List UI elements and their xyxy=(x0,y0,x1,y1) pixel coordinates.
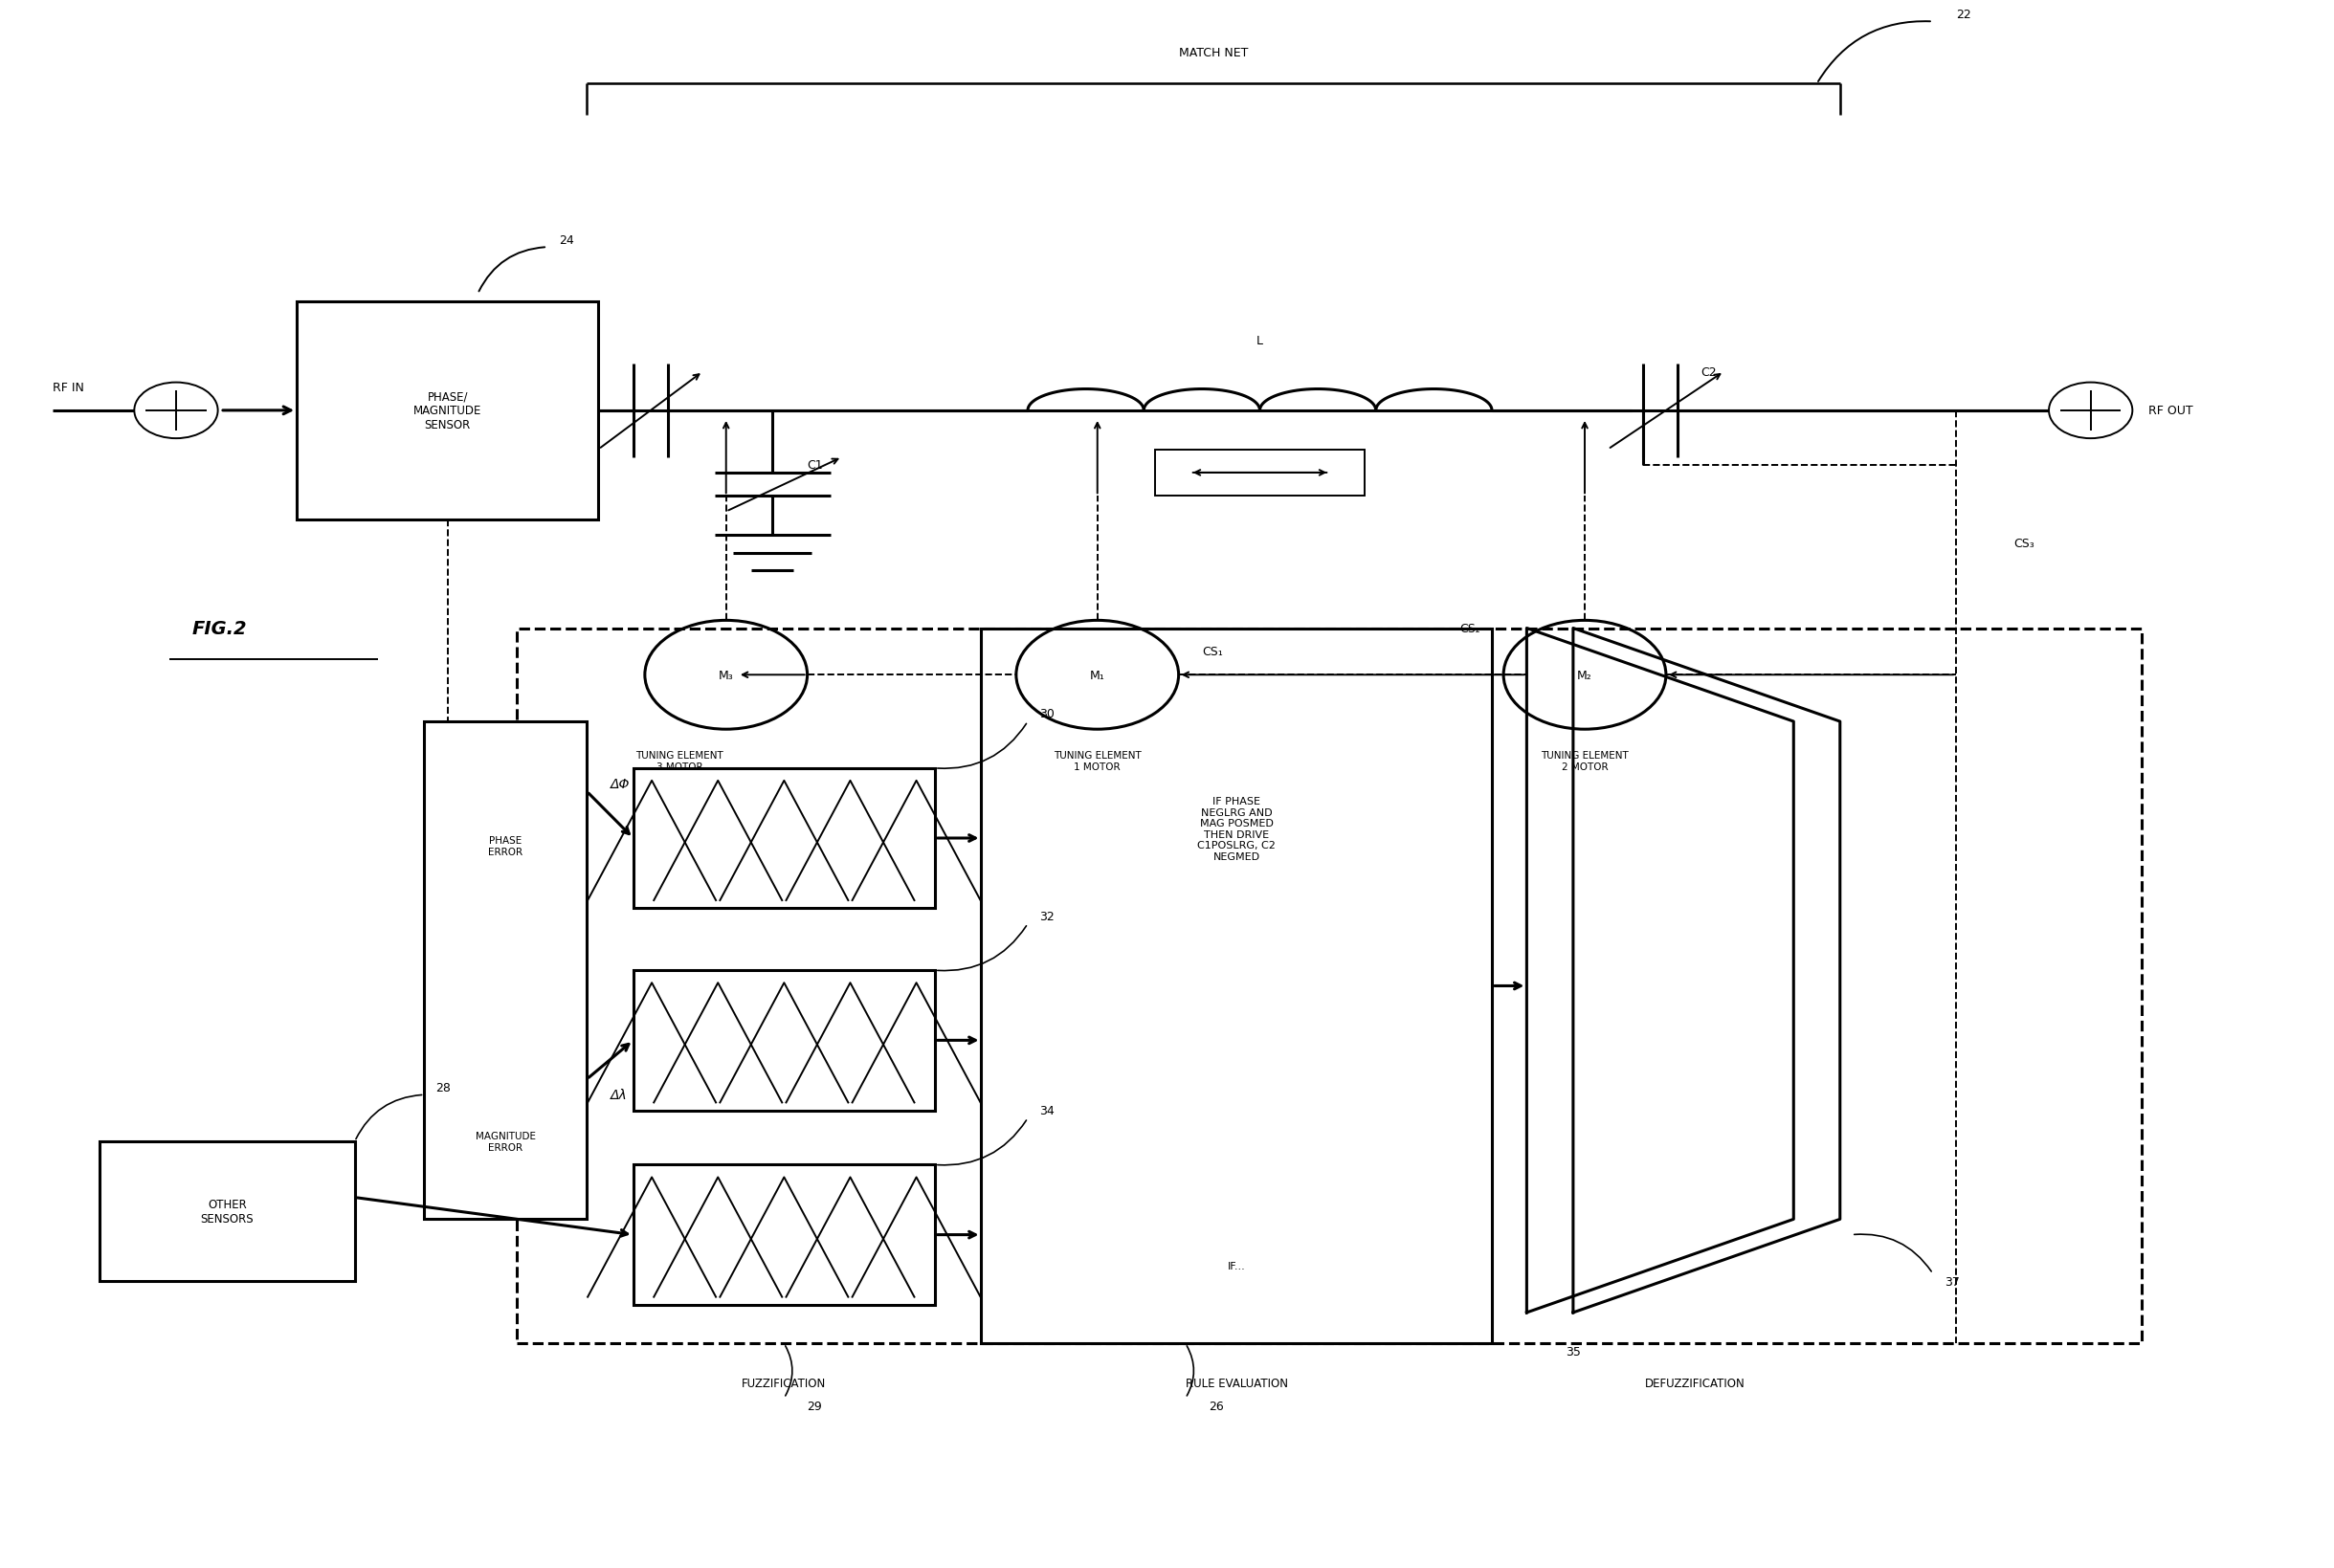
Text: 35: 35 xyxy=(1566,1345,1580,1358)
Text: 29: 29 xyxy=(808,1400,822,1413)
Text: M₁: M₁ xyxy=(1090,670,1104,682)
FancyBboxPatch shape xyxy=(633,1165,936,1305)
Text: FIG.2: FIG.2 xyxy=(191,619,247,638)
Text: 37: 37 xyxy=(1944,1275,1961,1287)
Text: RF OUT: RF OUT xyxy=(2150,405,2194,417)
Text: PHASE/
MAGNITUDE
SENSOR: PHASE/ MAGNITUDE SENSOR xyxy=(413,390,481,431)
Text: OTHER
SENSORS: OTHER SENSORS xyxy=(201,1198,254,1225)
Text: C2: C2 xyxy=(1701,365,1718,378)
FancyBboxPatch shape xyxy=(100,1142,355,1281)
Text: 24: 24 xyxy=(558,234,574,246)
Text: TUNING ELEMENT
3 MOTOR: TUNING ELEMENT 3 MOTOR xyxy=(635,751,724,771)
Text: CS₃: CS₃ xyxy=(2014,536,2035,549)
Text: FUZZIFICATION: FUZZIFICATION xyxy=(742,1377,826,1389)
Text: RULE EVALUATION: RULE EVALUATION xyxy=(1186,1377,1288,1389)
Text: IF PHASE
NEGLRG AND
MAG POSMED
THEN DRIVE
C1POSLRG, C2
NEGMED: IF PHASE NEGLRG AND MAG POSMED THEN DRIV… xyxy=(1197,797,1277,861)
Text: PHASE
ERROR: PHASE ERROR xyxy=(488,836,523,856)
FancyBboxPatch shape xyxy=(1155,450,1365,497)
Text: C1: C1 xyxy=(808,459,824,472)
Text: 34: 34 xyxy=(1039,1104,1055,1116)
Text: CS₂: CS₂ xyxy=(1459,622,1480,635)
Text: IF...: IF... xyxy=(1228,1261,1246,1270)
Text: TUNING ELEMENT
1 MOTOR: TUNING ELEMENT 1 MOTOR xyxy=(1053,751,1141,771)
Text: M₂: M₂ xyxy=(1578,670,1592,682)
Text: 32: 32 xyxy=(1039,909,1055,922)
Text: MATCH NET: MATCH NET xyxy=(1179,47,1249,60)
Text: M₃: M₃ xyxy=(719,670,733,682)
Text: 28: 28 xyxy=(436,1080,450,1093)
FancyBboxPatch shape xyxy=(980,629,1491,1344)
Text: DEFUZZIFICATION: DEFUZZIFICATION xyxy=(1645,1377,1746,1389)
FancyBboxPatch shape xyxy=(296,303,598,521)
Text: Δλ: Δλ xyxy=(609,1088,628,1102)
Text: 22: 22 xyxy=(1956,8,1972,20)
Text: MAGNITUDE
ERROR: MAGNITUDE ERROR xyxy=(476,1131,537,1152)
Text: L: L xyxy=(1256,336,1263,347)
FancyBboxPatch shape xyxy=(425,721,586,1220)
Text: RF IN: RF IN xyxy=(54,381,84,394)
Text: 30: 30 xyxy=(1039,707,1055,720)
Text: CS₁: CS₁ xyxy=(1202,646,1223,659)
FancyBboxPatch shape xyxy=(633,971,936,1110)
FancyBboxPatch shape xyxy=(633,768,936,908)
Text: TUNING ELEMENT
2 MOTOR: TUNING ELEMENT 2 MOTOR xyxy=(1540,751,1629,771)
Text: 26: 26 xyxy=(1209,1400,1223,1413)
Text: ΔΦ: ΔΦ xyxy=(609,778,630,790)
